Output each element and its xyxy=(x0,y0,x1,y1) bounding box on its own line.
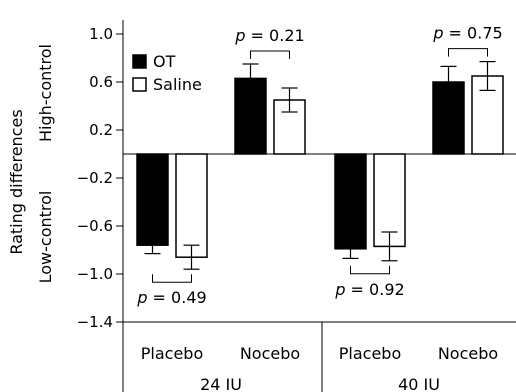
x-category-label: Placebo xyxy=(141,344,203,363)
y-axis-title: Rating differences xyxy=(7,109,26,254)
x-group-label: 40 IU xyxy=(398,375,440,392)
y-tick-label: 1.0 xyxy=(89,25,113,43)
y-axis-subtitle-low: Low-control xyxy=(36,191,55,284)
legend-swatch-saline xyxy=(132,77,147,92)
x-category-label: Placebo xyxy=(339,344,401,363)
x-category-label: Nocebo xyxy=(438,344,498,363)
annotations-layer: p = 0.49 p = 0.21 p = 0.92 p = 0.75 xyxy=(136,24,502,308)
x-category-label: Nocebo xyxy=(240,344,300,363)
legend: OT Saline xyxy=(132,52,202,94)
y-tick-label: −0.6 xyxy=(77,217,113,235)
axes-layer: 1.0 0.6 0.2 −0.2 −0.6 −1.0 −1.4 Placebo Nocebo 24… xyxy=(77,20,516,392)
y-axis-subtitle-high: High-control xyxy=(36,44,55,142)
legend-label-saline: Saline xyxy=(153,75,202,94)
y-tick-label: 0.6 xyxy=(89,73,113,91)
p-value-label: p = 0.21 xyxy=(234,26,304,45)
significance-bracket xyxy=(350,265,390,275)
p-value-label: p = 0.92 xyxy=(334,280,404,299)
y-tick-label: −1.0 xyxy=(77,265,113,283)
bar-saline xyxy=(175,153,208,258)
legend-label-ot: OT xyxy=(153,52,176,71)
p-value-label: p = 0.75 xyxy=(432,24,502,43)
bar-ot xyxy=(136,153,169,246)
significance-bracket xyxy=(448,48,488,57)
x-group-label: 24 IU xyxy=(200,375,242,392)
p-value-label: p = 0.49 xyxy=(136,288,206,307)
bar-ot xyxy=(334,153,367,250)
bar-saline xyxy=(373,153,406,248)
y-tick-label: −0.2 xyxy=(77,169,113,187)
bars-layer xyxy=(136,60,504,270)
legend-swatch-ot xyxy=(132,54,147,69)
y-tick-label: −1.4 xyxy=(77,313,113,331)
significance-bracket xyxy=(152,274,192,283)
y-tick-label: 0.2 xyxy=(89,121,113,139)
significance-bracket xyxy=(250,50,290,59)
